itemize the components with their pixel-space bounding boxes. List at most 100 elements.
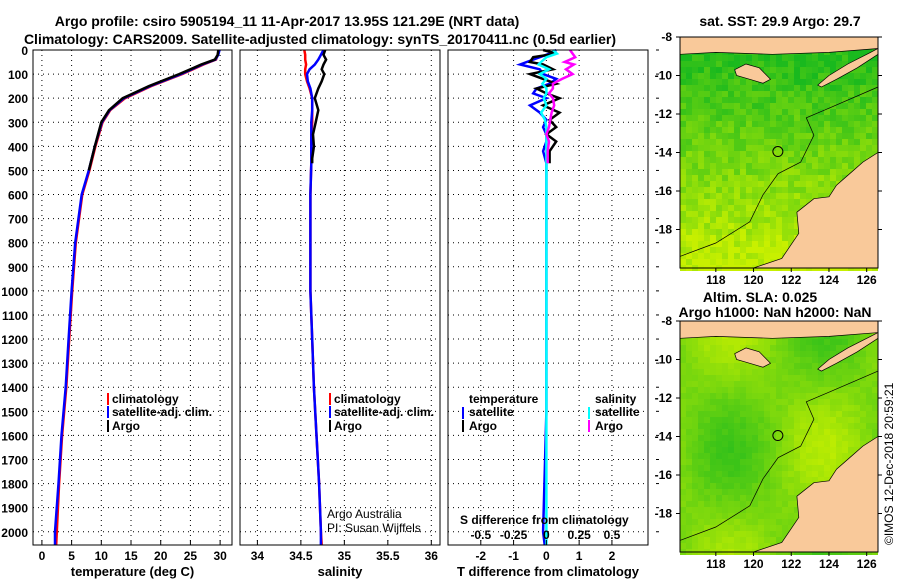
heatmap-cell [848, 73, 854, 79]
heatmap-cell [812, 375, 818, 381]
heatmap-cell [854, 435, 860, 441]
heatmap-cell [746, 169, 752, 175]
heatmap-cell [698, 465, 704, 471]
heatmap-cell [752, 387, 758, 393]
heatmap-cell [800, 73, 806, 79]
heatmap-cell [734, 465, 740, 471]
heatmap-cell [824, 151, 830, 157]
heatmap-cell [704, 169, 710, 175]
heatmap-cell [746, 247, 752, 253]
heatmap-cell [818, 181, 824, 187]
heatmap-cell [680, 115, 686, 121]
plot-frame [447, 49, 649, 546]
heatmap-cell [836, 169, 842, 175]
heatmap-cell [866, 145, 872, 151]
heatmap-cell [704, 235, 710, 241]
heatmap-cell [740, 447, 746, 453]
heatmap-cell [704, 435, 710, 441]
heatmap-cell [758, 253, 764, 259]
heatmap-cell [794, 193, 800, 199]
heatmap-cell [800, 91, 806, 97]
heatmap-cell [716, 223, 722, 229]
heatmap-cell [782, 501, 788, 507]
heatmap-cell [728, 525, 734, 531]
heatmap-cell [722, 55, 728, 61]
heatmap-cell [824, 423, 830, 429]
heatmap-cell [740, 115, 746, 121]
heatmap-cell [860, 429, 866, 435]
heatmap-cell [830, 375, 836, 381]
heatmap-cell [782, 525, 788, 531]
heatmap-cell [728, 519, 734, 525]
heatmap-cell [788, 55, 794, 61]
heatmap-cell [782, 91, 788, 97]
map-lon-label: 118 [706, 273, 726, 287]
heatmap-cell [704, 151, 710, 157]
heatmap-cell [806, 459, 812, 465]
heatmap-cell [734, 175, 740, 181]
heatmap-cell [680, 501, 686, 507]
heatmap-cell [854, 145, 860, 151]
heatmap-cell [752, 363, 758, 369]
heatmap-cell [680, 247, 686, 253]
heatmap-cell [752, 259, 758, 265]
heatmap-cell [776, 465, 782, 471]
heatmap-cell [740, 543, 746, 549]
legend-swatch-argo [329, 420, 331, 432]
heatmap-cell [680, 357, 686, 363]
heatmap-cell [686, 151, 692, 157]
heatmap-cell [686, 79, 692, 85]
heatmap-cell [818, 477, 824, 483]
heatmap-cell [776, 345, 782, 351]
heatmap-cell [716, 525, 722, 531]
heatmap-cell [764, 133, 770, 139]
heatmap-cell [812, 79, 818, 85]
heatmap-cell [734, 121, 740, 127]
heatmap-cell [704, 199, 710, 205]
heatmap-cell [698, 375, 704, 381]
heatmap-cell [758, 393, 764, 399]
heatmap-cell [770, 381, 776, 387]
heatmap-cell [728, 405, 734, 411]
heatmap-cell [698, 163, 704, 169]
heatmap-cell [758, 97, 764, 103]
heatmap-cell [776, 519, 782, 525]
heatmap-cell [776, 241, 782, 247]
heatmap-cell [800, 417, 806, 423]
heatmap-cell [680, 393, 686, 399]
heatmap-cell [740, 109, 746, 115]
heatmap-cell [764, 543, 770, 549]
heatmap-cell [728, 145, 734, 151]
heatmap-cell [788, 103, 794, 109]
heatmap-cell [716, 181, 722, 187]
heatmap-cell [686, 121, 692, 127]
heatmap-cell [776, 163, 782, 169]
heatmap-cell [836, 459, 842, 465]
legend-label: satellite-adj. clim. [334, 405, 434, 419]
heatmap-cell [866, 103, 872, 109]
heatmap-cell [770, 339, 776, 345]
heatmap-cell [788, 241, 794, 247]
heatmap-cell [740, 61, 746, 67]
heatmap-cell [686, 435, 692, 441]
heatmap-cell [758, 375, 764, 381]
heatmap-cell [734, 441, 740, 447]
heatmap-cell [824, 453, 830, 459]
heatmap-cell [812, 405, 818, 411]
heatmap-cell [752, 513, 758, 519]
heatmap-cell [746, 459, 752, 465]
heatmap-cell [788, 187, 794, 193]
heatmap-cell [854, 127, 860, 133]
y-tick-label: 1200 [1, 333, 28, 347]
heatmap-cell [782, 175, 788, 181]
heatmap-cell [836, 121, 842, 127]
heatmap-cell [698, 205, 704, 211]
heatmap-cell [734, 103, 740, 109]
heatmap-cell [806, 483, 812, 489]
heatmap-cell [752, 115, 758, 121]
heatmap-cell [842, 145, 848, 151]
heatmap-cell [854, 97, 860, 103]
heatmap-cell [680, 417, 686, 423]
legend-title-temperature: temperature [469, 392, 539, 406]
heatmap-cell [680, 429, 686, 435]
